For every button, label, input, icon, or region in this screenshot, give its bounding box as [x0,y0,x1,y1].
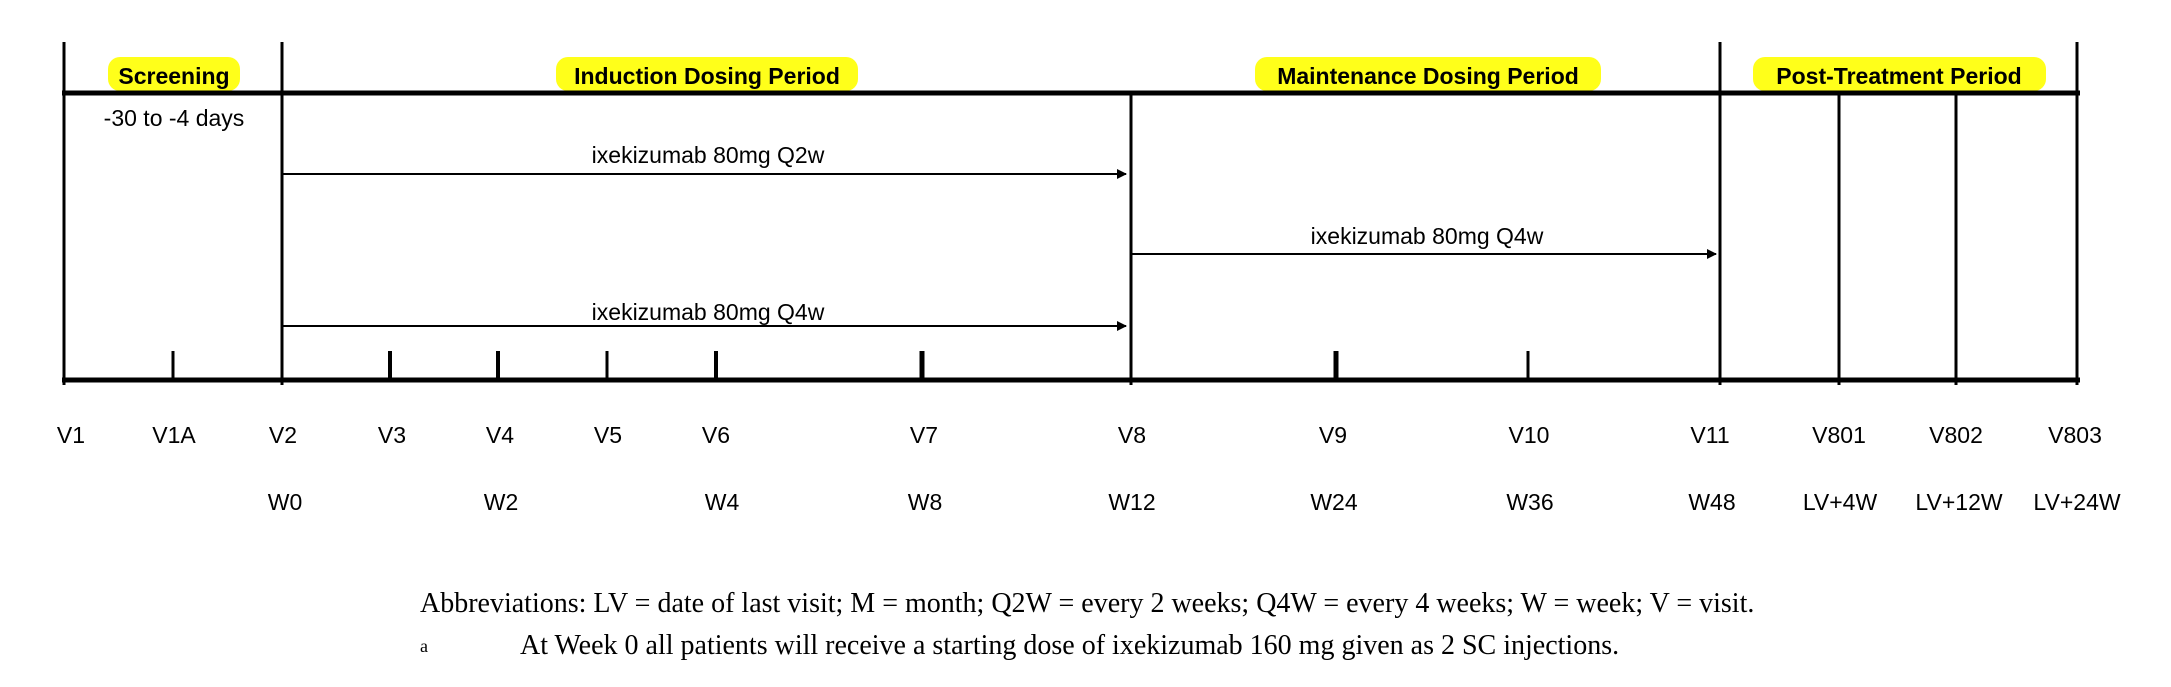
week-label: W0 [268,489,303,515]
visit-label: V11 [1690,422,1729,448]
period-screening-label: Screening [118,63,229,89]
week-label: W12 [1108,489,1155,515]
week-label: W4 [705,489,740,515]
week-label: LV+12W [1915,489,2002,515]
induction-highlight [556,57,858,91]
visit-label: V803 [2048,422,2102,448]
visit-label: V2 [269,422,297,448]
visit-label: V7 [910,422,938,448]
visit-label: V5 [594,422,622,448]
visit-label: V1A [152,422,196,448]
week-label: W2 [484,489,519,515]
period-maintenance-label: Maintenance Dosing Period [1277,63,1579,89]
visit-label: V801 [1812,422,1866,448]
visit-label: V1 [57,422,85,448]
visit-label: V3 [378,422,406,448]
visit-label: V9 [1319,422,1347,448]
week-label: LV+24W [2033,489,2120,515]
week-label: W48 [1688,489,1735,515]
footnote-a-text: At Week 0 all patients will receive a st… [520,630,1620,661]
week-label: W24 [1310,489,1358,515]
visit-labels: V1 V1A V2 V3 V4 V5 V6 V7 V8 V9 V10 V11 V… [57,422,2102,448]
induction-q2w-label: ixekizumab 80mg Q2w [592,142,825,168]
visit-label: V802 [1929,422,1983,448]
period-post-treatment-label: Post-Treatment Period [1776,63,2021,89]
footnote-marker: a [420,636,428,656]
visit-label: V10 [1509,422,1550,448]
visit-label: V4 [486,422,514,448]
screening-window-label: -30 to -4 days [104,105,245,131]
maintenance-q4w-label: ixekizumab 80mg Q4w [1311,223,1544,249]
period-induction-label: Induction Dosing Period [574,63,840,89]
week-label: W8 [908,489,943,515]
visit-label: V6 [702,422,730,448]
screening-highlight [108,57,240,91]
week-label: W36 [1506,489,1553,515]
week-labels: W0 W2 W4 W8 W12 W24 W36 W48 LV+4W LV+12W… [268,489,2121,515]
visit-label: V8 [1118,422,1146,448]
maintenance-highlight [1255,57,1601,91]
week-label: LV+4W [1803,489,1878,515]
induction-q4w-label: ixekizumab 80mg Q4w [592,299,825,325]
abbreviations-footnote: Abbreviations: LV = date of last visit; … [420,588,1755,619]
post-treatment-highlight [1753,57,2046,91]
